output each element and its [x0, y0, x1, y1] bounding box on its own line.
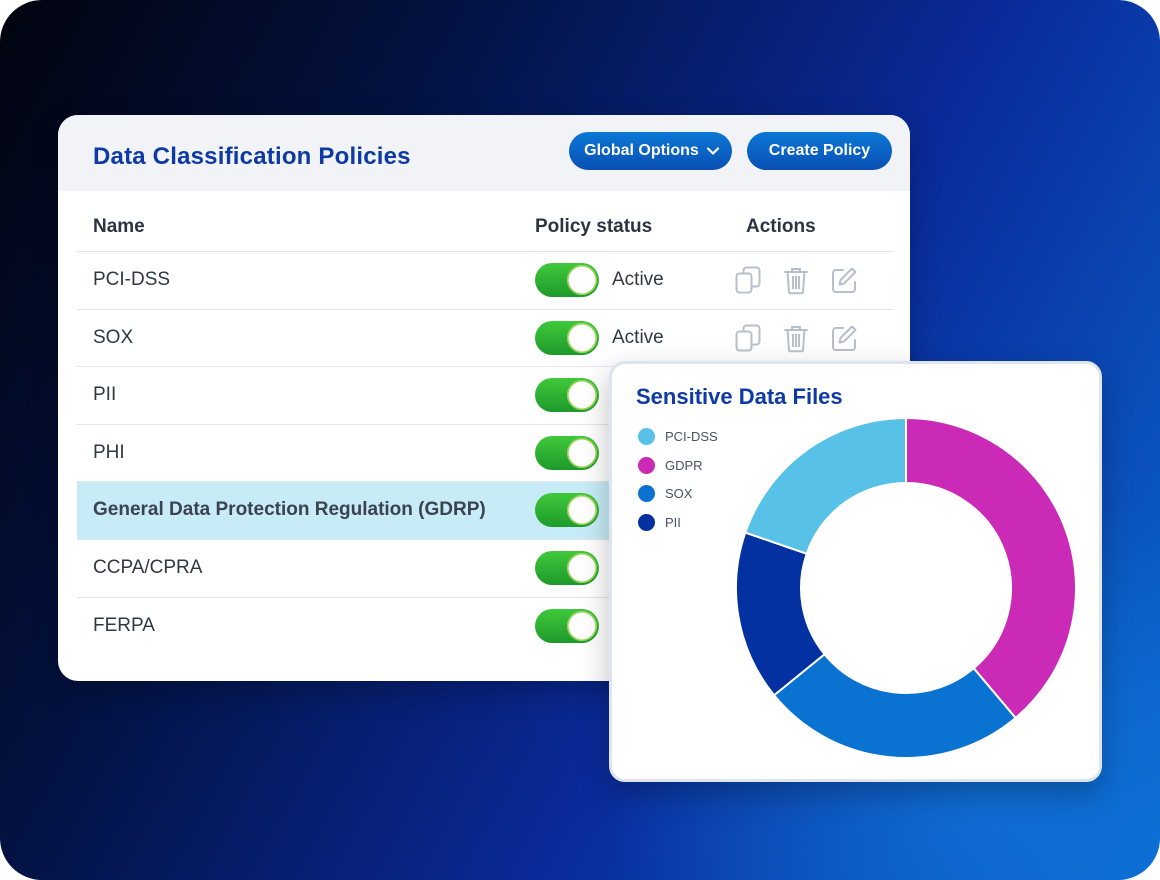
table-row[interactable]: PII: [77, 366, 894, 424]
toggle-knob: [567, 322, 597, 353]
policy-status-toggle[interactable]: [535, 608, 599, 643]
toggle-knob: [567, 265, 597, 295]
chart-title: Sensitive Data Files: [636, 384, 843, 409]
policy-status-toggle[interactable]: [535, 378, 599, 413]
global-options-label: Global Options: [584, 142, 699, 159]
legend-item: SOX: [638, 485, 718, 514]
legend-label: SOX: [665, 486, 693, 502]
toggle-knob: [567, 380, 597, 411]
policy-status-text: Active: [612, 326, 664, 348]
trash-icon[interactable]: [782, 323, 810, 353]
toggle-knob: [567, 495, 597, 526]
column-header-name: Name: [93, 216, 145, 237]
column-header-status: Policy status: [535, 216, 653, 237]
table-row[interactable]: PHI: [77, 423, 894, 482]
edit-icon[interactable]: [830, 265, 858, 295]
legend-swatch: [638, 456, 655, 474]
donut-slice-sox[interactable]: [772, 652, 1018, 759]
table-row[interactable]: SOX Active: [77, 308, 894, 367]
legend-item: PCI-DSS: [638, 428, 718, 457]
donut-slice-gdpr[interactable]: [905, 416, 1077, 720]
donut-chart: [735, 416, 1077, 759]
policy-status-toggle[interactable]: [535, 493, 599, 528]
policy-name: PII: [93, 384, 117, 406]
global-options-button[interactable]: Global Options: [569, 132, 732, 170]
policy-name: SOX: [93, 326, 134, 348]
legend-item: GDPR: [638, 456, 718, 486]
legend-label: PII: [665, 515, 681, 531]
chevron-down-icon: [706, 147, 719, 155]
policy-name: PHI: [93, 441, 125, 463]
table-row[interactable]: PCI-DSS Active: [77, 251, 894, 309]
toggle-knob: [567, 437, 597, 468]
chart-legend: PCI-DSS GDPR SOX PII: [638, 428, 718, 543]
donut-slice-pci-dss[interactable]: [744, 416, 907, 556]
trash-icon[interactable]: [782, 265, 810, 295]
edit-icon[interactable]: [830, 323, 858, 353]
policy-status-toggle[interactable]: [535, 435, 599, 470]
legend-swatch: [638, 428, 655, 445]
panel-title: Data Classification Policies: [93, 143, 411, 170]
legend-swatch: [638, 485, 655, 503]
legend-label: GDPR: [665, 457, 703, 473]
copy-icon[interactable]: [734, 323, 762, 353]
create-policy-button[interactable]: Create Policy: [747, 132, 892, 170]
policy-status-toggle[interactable]: [535, 550, 599, 585]
policy-status-toggle[interactable]: [535, 320, 599, 355]
legend-label: PCI-DSS: [665, 429, 718, 444]
sensitive-data-chart-card: Sensitive Data Files PCI-DSS GDPR SOX PII: [609, 361, 1102, 782]
policy-name: General Data Protection Regulation (GDRP…: [93, 499, 486, 521]
table-row[interactable]: CCPA/CPRA: [77, 538, 894, 597]
policy-name: PCI-DSS: [93, 269, 171, 290]
toggle-knob: [567, 610, 597, 641]
policy-name: CCPA/CPRA: [93, 556, 203, 578]
legend-item: PII: [638, 514, 718, 543]
column-header-actions: Actions: [746, 216, 816, 237]
table-row[interactable]: FERPA: [77, 596, 894, 655]
policy-status-toggle[interactable]: [535, 263, 599, 297]
policy-status-text: Active: [612, 269, 664, 290]
panel-header: Data Classification Policies Global Opti…: [58, 115, 910, 191]
toggle-knob: [567, 552, 597, 583]
legend-swatch: [638, 514, 655, 532]
copy-icon[interactable]: [734, 265, 762, 295]
policy-name: FERPA: [93, 614, 155, 636]
